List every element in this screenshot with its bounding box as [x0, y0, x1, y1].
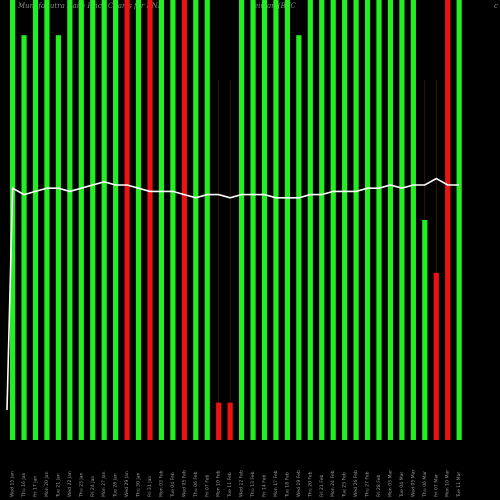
- x-tick-label: Fri 14 Feb: [262, 475, 268, 497]
- x-tick-label: Mon 27 Jan: [101, 471, 107, 497]
- volume-bar: [147, 0, 153, 440]
- x-tick-label: Fri 07 Feb: [204, 475, 210, 497]
- x-tick-label: Thu 16 Jan: [21, 472, 27, 498]
- x-tick-label: Mon 03 Feb: [158, 470, 164, 497]
- volume-bar: [307, 0, 313, 440]
- x-tick-label: Mon 24 Feb: [330, 470, 336, 497]
- volume-bar: [181, 0, 187, 440]
- x-tick-label: Thu 20 Feb: [307, 471, 313, 498]
- volume-bar: [330, 0, 336, 440]
- x-tick-label: Wed 19 Feb: [296, 470, 302, 497]
- x-tick-label: Wed 22 Jan: [67, 471, 73, 497]
- x-tick-label: Thu 13 Feb: [250, 471, 256, 498]
- volume-bar: [387, 0, 394, 440]
- volume-bar: [227, 402, 233, 440]
- volume-bar: [319, 0, 325, 440]
- x-tick-label: Wed 05 Mar: [410, 469, 416, 497]
- volume-bar: [124, 0, 130, 440]
- volume-bar: [10, 0, 16, 440]
- volume-bar: [410, 0, 416, 440]
- volume-bar: [261, 0, 268, 440]
- x-tick-label: Wed 29 Jan: [124, 471, 130, 497]
- x-tick-label: Fri 28 Feb: [376, 475, 382, 497]
- x-tick-label: Tue 28 Jan: [113, 473, 119, 498]
- volume-bar: [67, 0, 73, 440]
- x-tick-label: Thu 23 Jan: [78, 472, 84, 498]
- volume-bar: [433, 272, 439, 440]
- x-tick-label: Tue 21 Jan: [55, 473, 61, 498]
- volume-bar: [204, 0, 210, 440]
- volume-bar: [456, 0, 462, 440]
- volume-bar: [239, 0, 245, 440]
- x-tick-label: Fri 21 Feb: [319, 475, 325, 497]
- volume-bar: [422, 220, 428, 440]
- x-tick-label: Thu 30 Jan: [136, 472, 142, 498]
- volume-bar: [135, 0, 142, 440]
- volume-bar: [296, 35, 302, 440]
- volume-bar: [55, 35, 61, 440]
- x-tick-label: Mon 03 Mar: [387, 470, 393, 497]
- x-tick-label: Wed 05 Feb: [181, 470, 187, 497]
- volume-bar: [193, 0, 199, 440]
- x-tick-label: Wed 12 Feb: [239, 470, 245, 497]
- x-tick-label: Fri 17 Jan: [33, 476, 39, 497]
- volume-bar: [284, 0, 290, 440]
- volume-bar: [44, 0, 50, 440]
- volume-bar: [445, 0, 451, 440]
- x-tick-label: Tue 04 Feb: [170, 472, 176, 498]
- x-tick-label: Fri 31 Jan: [147, 476, 153, 497]
- volume-bar: [21, 35, 27, 440]
- x-tick-label: Mon 10 Feb: [216, 470, 222, 497]
- volume-bar: [273, 0, 279, 440]
- x-tick-label: Tue 11 Feb: [227, 472, 233, 498]
- corner-label: c: [494, 2, 498, 10]
- price-line: [6, 177, 460, 411]
- x-tick-label: Fri 24 Jan: [90, 476, 96, 497]
- volume-bar: [90, 0, 96, 440]
- x-tick-label: Thu 06 Mar: [422, 471, 428, 498]
- x-tick-label: Tue 25 Feb: [342, 472, 348, 498]
- x-tick-label: Thu 27 Feb: [365, 471, 371, 498]
- volume-bar: [216, 402, 222, 440]
- volume-bar: [376, 0, 382, 440]
- volume-bar: [399, 0, 405, 440]
- x-tick-label: Tue 18 Feb: [284, 472, 290, 498]
- volume-bar: [78, 0, 84, 440]
- volume-bar: [32, 0, 39, 440]
- volume-bar: [250, 0, 256, 440]
- volume-bar: [101, 0, 107, 440]
- volume-bar: [342, 0, 348, 440]
- x-tick-label: Wed 26 Feb: [353, 470, 359, 497]
- volume-bar: [113, 0, 119, 440]
- x-tick-label: Tue 11 Mar: [456, 472, 462, 498]
- volume-bar: [170, 0, 176, 440]
- volume-bar: [364, 0, 371, 440]
- x-tick-label: Fri 07 Mar: [433, 474, 439, 497]
- volume-bar: [158, 0, 165, 440]
- x-tick-label: Mon 10 Mar: [445, 470, 451, 497]
- x-tick-label: Mon 17 Feb: [273, 470, 279, 497]
- x-tick-label: Wed 15 Jan: [10, 471, 16, 497]
- x-tick-label: Mon 20 Jan: [44, 471, 50, 497]
- x-tick-label: Thu 06 Feb: [193, 471, 199, 498]
- x-tick-label: Tue 04 Mar: [399, 472, 405, 498]
- volume-bar: [353, 0, 359, 440]
